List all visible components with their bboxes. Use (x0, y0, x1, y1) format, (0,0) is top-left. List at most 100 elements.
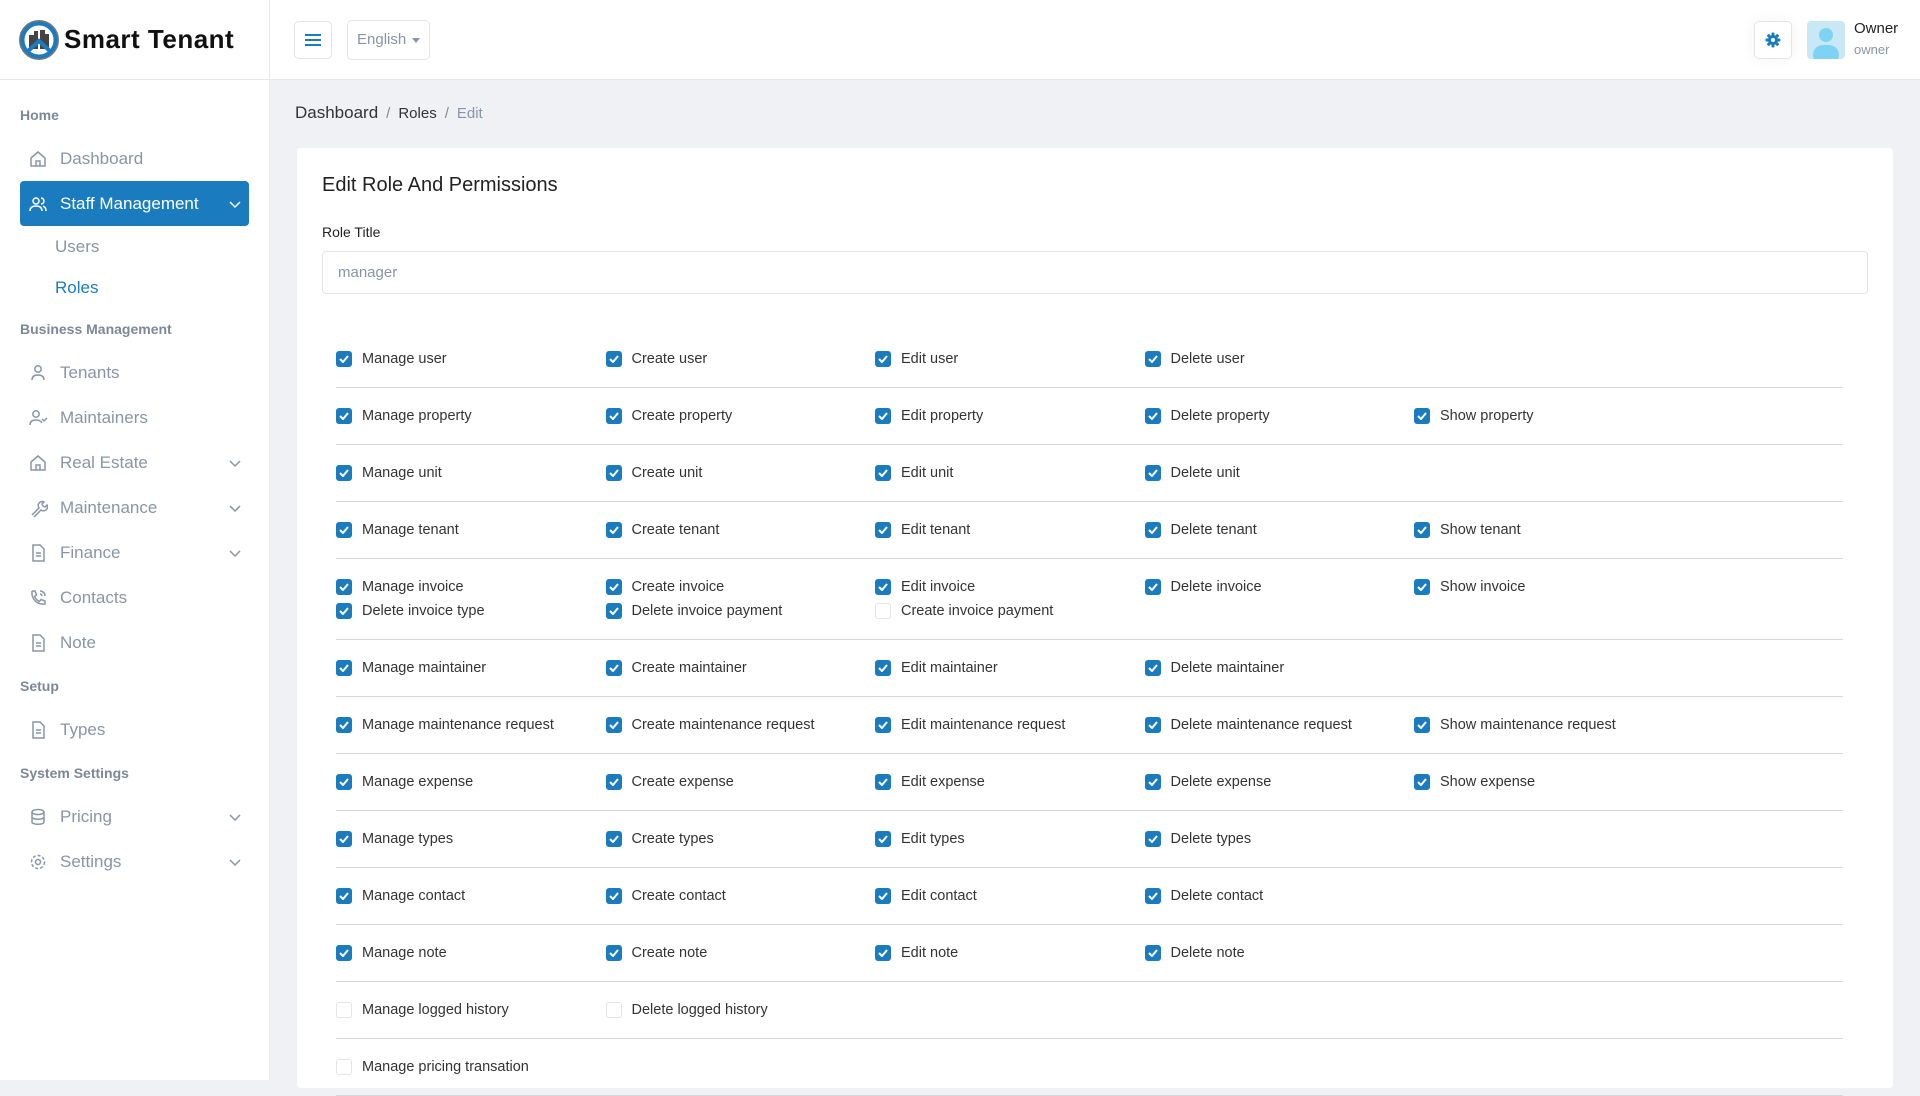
checkbox[interactable] (875, 465, 891, 481)
sidebar-subitem-roles[interactable]: Roles (55, 278, 99, 297)
permission-show-property[interactable]: Show property (1414, 404, 1684, 428)
permission-manage-logged-history[interactable]: Manage logged history (336, 998, 606, 1022)
checkbox[interactable] (1414, 579, 1430, 595)
brand-logo[interactable]: Smart Tenant (0, 0, 269, 80)
checkbox[interactable] (875, 888, 891, 904)
chevron-down-icon[interactable] (229, 852, 241, 872)
chevron-down-icon[interactable] (229, 498, 241, 518)
permission-edit-unit[interactable]: Edit unit (875, 461, 1145, 485)
sidebar-item-staff-management[interactable]: Staff Management (20, 181, 249, 226)
permission-create-invoice-payment[interactable]: Create invoice payment (875, 599, 1145, 623)
permission-delete-maintainer[interactable]: Delete maintainer (1144, 656, 1415, 680)
permission-create-types[interactable]: Create types (605, 827, 876, 851)
checkbox[interactable] (1414, 522, 1430, 538)
permission-delete-tenant[interactable]: Delete tenant (1144, 518, 1415, 542)
permission-create-contact[interactable]: Create contact (605, 884, 876, 908)
checkbox[interactable] (336, 408, 352, 424)
permission-delete-user[interactable]: Delete user (1144, 347, 1415, 371)
checkbox[interactable] (336, 351, 352, 367)
chevron-down-icon[interactable] (229, 543, 241, 563)
permission-create-property[interactable]: Create property (605, 404, 876, 428)
sidebar-item-types[interactable]: Types (20, 707, 249, 752)
permission-edit-user[interactable]: Edit user (875, 347, 1145, 371)
checkbox[interactable] (1144, 717, 1161, 733)
chevron-down-icon[interactable] (229, 194, 241, 214)
settings-button[interactable] (1754, 21, 1792, 59)
avatar[interactable] (1807, 21, 1845, 59)
permission-create-tenant[interactable]: Create tenant (605, 518, 876, 542)
checkbox[interactable] (336, 660, 352, 676)
permission-delete-property[interactable]: Delete property (1144, 404, 1415, 428)
checkbox[interactable] (605, 945, 622, 961)
permission-edit-expense[interactable]: Edit expense (875, 770, 1145, 794)
permission-show-maintenance-request[interactable]: Show maintenance request (1414, 713, 1684, 737)
permission-show-tenant[interactable]: Show tenant (1414, 518, 1684, 542)
permission-manage-tenant[interactable]: Manage tenant (336, 518, 606, 542)
permission-edit-contact[interactable]: Edit contact (875, 884, 1145, 908)
checkbox[interactable] (605, 522, 622, 538)
checkbox[interactable] (605, 465, 622, 481)
sidebar-item-note[interactable]: Note (20, 620, 249, 665)
checkbox[interactable] (875, 351, 891, 367)
checkbox[interactable] (336, 579, 352, 595)
checkbox[interactable] (605, 831, 622, 847)
checkbox[interactable] (605, 774, 622, 790)
permission-manage-pricing-transation[interactable]: Manage pricing transation (336, 1055, 606, 1079)
permission-delete-expense[interactable]: Delete expense (1144, 770, 1415, 794)
permission-manage-property[interactable]: Manage property (336, 404, 606, 428)
checkbox[interactable] (875, 945, 891, 961)
checkbox[interactable] (1414, 408, 1430, 424)
permission-delete-note[interactable]: Delete note (1144, 941, 1415, 965)
user-name[interactable]: Owner (1854, 20, 1899, 37)
permission-manage-user[interactable]: Manage user (336, 347, 606, 371)
permission-manage-unit[interactable]: Manage unit (336, 461, 606, 485)
checkbox[interactable] (1144, 579, 1161, 595)
sidebar-item-real-estate[interactable]: Real Estate (20, 440, 249, 485)
checkbox[interactable] (875, 717, 891, 733)
checkbox[interactable] (336, 831, 352, 847)
sidebar-subitem-users[interactable]: Users (55, 237, 100, 256)
checkbox[interactable] (336, 603, 352, 619)
checkbox[interactable] (1144, 831, 1161, 847)
permission-delete-maintenance-request[interactable]: Delete maintenance request (1144, 713, 1415, 737)
permission-delete-logged-history[interactable]: Delete logged history (605, 998, 876, 1022)
checkbox[interactable] (605, 1002, 622, 1018)
sidebar-item-maintenance[interactable]: Maintenance (20, 485, 249, 530)
permission-delete-types[interactable]: Delete types (1144, 827, 1415, 851)
sidebar-item-finance[interactable]: Finance (20, 530, 249, 575)
menu-toggle-button[interactable] (294, 21, 332, 59)
permission-create-maintainer[interactable]: Create maintainer (605, 656, 876, 680)
checkbox[interactable] (1414, 774, 1430, 790)
sidebar-item-settings[interactable]: Settings (20, 839, 249, 884)
checkbox[interactable] (605, 603, 622, 619)
checkbox[interactable] (336, 945, 352, 961)
checkbox[interactable] (605, 351, 622, 367)
permission-manage-invoice[interactable]: Manage invoice (336, 575, 606, 599)
permission-manage-types[interactable]: Manage types (336, 827, 606, 851)
checkbox[interactable] (605, 579, 622, 595)
permission-edit-invoice[interactable]: Edit invoice (875, 575, 1145, 599)
checkbox[interactable] (1414, 717, 1430, 733)
checkbox[interactable] (875, 660, 891, 676)
checkbox[interactable] (875, 831, 891, 847)
checkbox[interactable] (336, 1059, 352, 1075)
checkbox[interactable] (1144, 774, 1161, 790)
checkbox[interactable] (336, 522, 352, 538)
permission-delete-invoice-type[interactable]: Delete invoice type (336, 599, 606, 623)
sidebar-item-pricing[interactable]: Pricing (20, 794, 249, 839)
permission-edit-maintainer[interactable]: Edit maintainer (875, 656, 1145, 680)
permission-edit-note[interactable]: Edit note (875, 941, 1145, 965)
checkbox[interactable] (875, 579, 891, 595)
permission-create-note[interactable]: Create note (605, 941, 876, 965)
checkbox[interactable] (1144, 522, 1161, 538)
breadcrumb-roles[interactable]: Roles (398, 105, 437, 122)
checkbox[interactable] (875, 774, 891, 790)
chevron-down-icon[interactable] (229, 453, 241, 473)
checkbox[interactable] (1144, 945, 1161, 961)
permission-show-expense[interactable]: Show expense (1414, 770, 1684, 794)
permission-create-expense[interactable]: Create expense (605, 770, 876, 794)
permission-manage-expense[interactable]: Manage expense (336, 770, 606, 794)
permission-edit-maintenance-request[interactable]: Edit maintenance request (875, 713, 1145, 737)
sidebar-item-maintainers[interactable]: Maintainers (20, 395, 249, 440)
checkbox[interactable] (875, 408, 891, 424)
